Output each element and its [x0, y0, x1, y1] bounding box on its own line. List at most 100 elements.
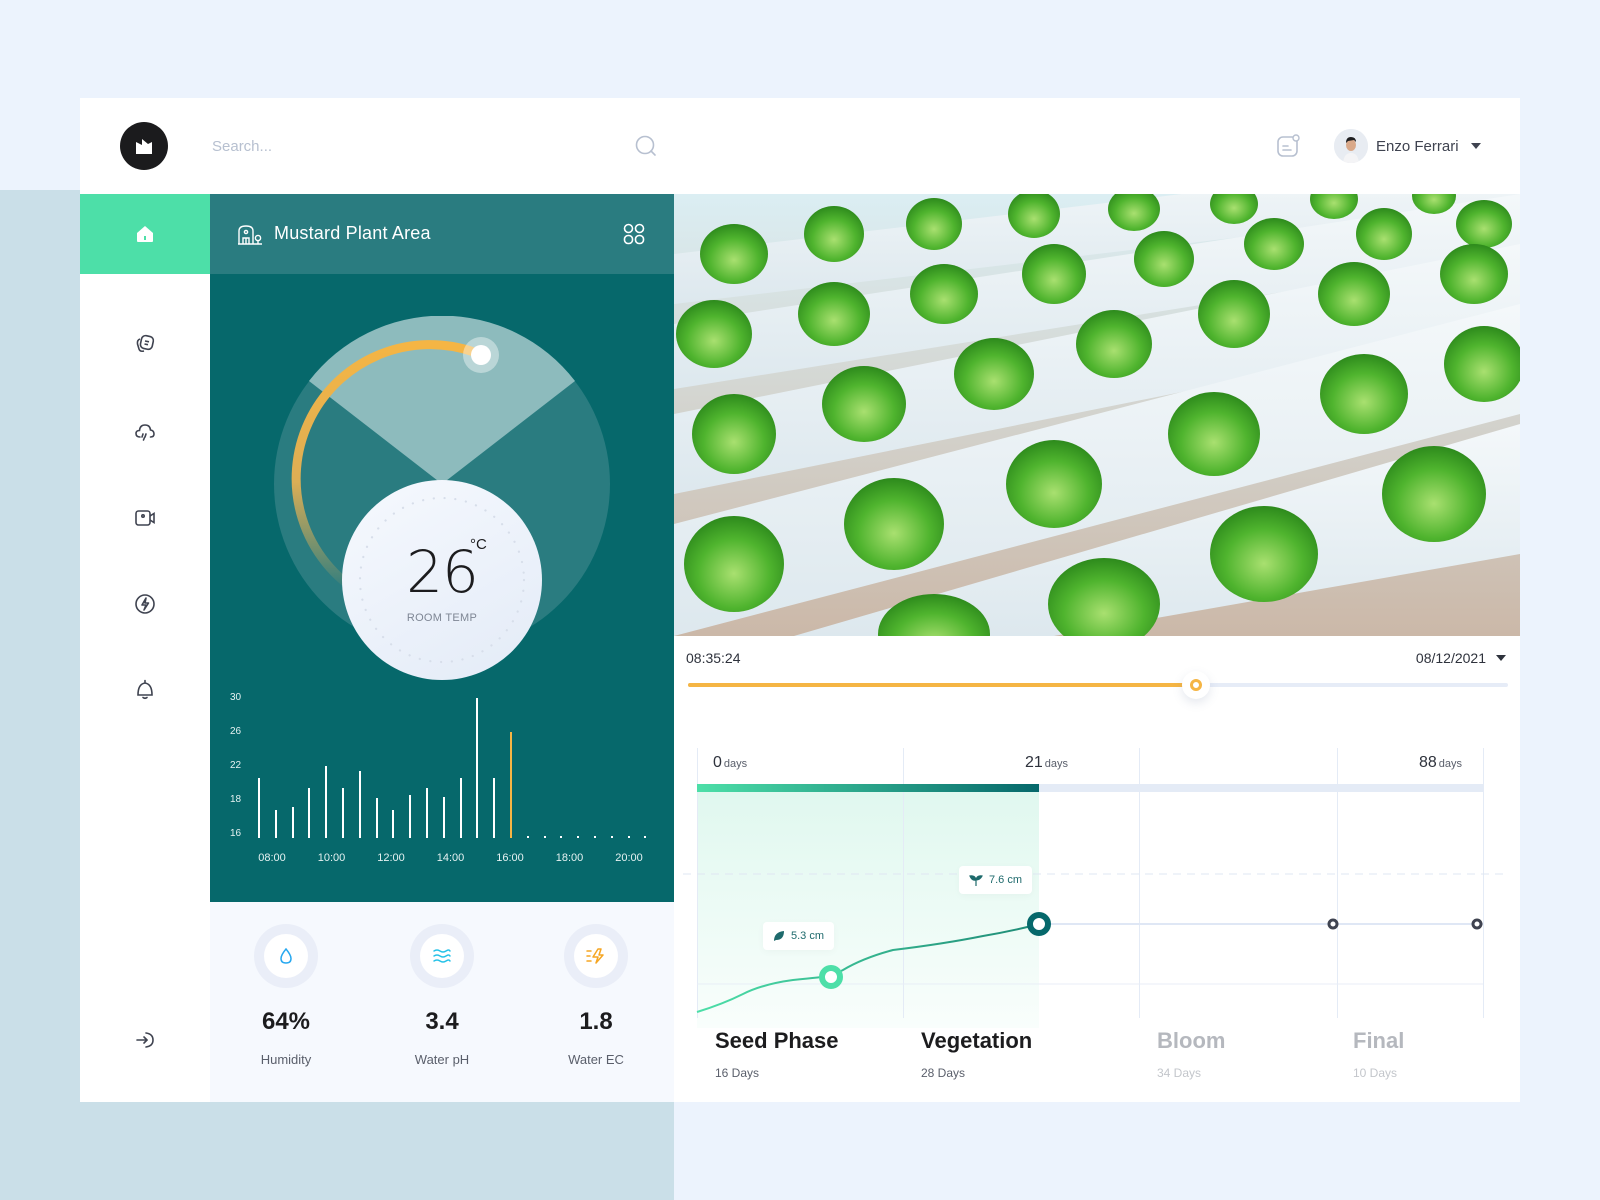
x-tick-label: 16:00	[496, 852, 524, 864]
temperature-bar[interactable]	[258, 777, 260, 838]
playback-controls: 08:35:24 08/12/2021	[674, 636, 1520, 726]
top-bar: Enzo Ferrari	[80, 98, 1520, 194]
temperature-bar[interactable]	[476, 698, 479, 838]
empty-slot-dot	[644, 836, 647, 838]
x-tick-label: 12:00	[377, 852, 405, 864]
x-tick-label: 10:00	[317, 852, 346, 864]
dashboard-frame: Enzo Ferrari	[80, 98, 1520, 1102]
temperature-bar[interactable]	[459, 777, 462, 838]
area-header: Mustard Plant Area	[210, 194, 674, 274]
phase-vegetation[interactable]: Vegetation 28 Days	[921, 1028, 1033, 1080]
y-tick-label: 18	[230, 794, 242, 805]
temperature-unit: °C	[470, 536, 487, 553]
waves-icon	[433, 949, 451, 963]
playback-time: 08:35:24	[686, 650, 741, 666]
playback-slider[interactable]	[688, 671, 1508, 699]
sidebar-item-home[interactable]	[80, 194, 210, 274]
leaf-icon	[774, 931, 784, 941]
grid-menu-icon[interactable]	[623, 223, 645, 245]
empty-slot-dot	[577, 836, 580, 838]
temperature-label: ROOM TEMP	[406, 612, 478, 624]
home-icon	[137, 226, 153, 242]
growth-progress-fill	[697, 784, 1039, 792]
y-tick-label: 30	[230, 692, 242, 703]
sidebar-item-alerts[interactable]	[125, 670, 165, 710]
phase-seed[interactable]: Seed Phase 16 Days	[715, 1028, 839, 1080]
temperature-bar[interactable]	[342, 788, 344, 838]
chevron-down-icon	[1470, 143, 1481, 149]
empty-slot-dot	[627, 836, 630, 838]
temperature-bar[interactable]	[493, 777, 496, 838]
video-camera-icon	[135, 510, 155, 526]
x-tick-label: 18:00	[555, 852, 584, 864]
day-marker-start: 0 days	[713, 754, 748, 771]
empty-slot-dot	[526, 836, 529, 838]
x-tick-label: 20:00	[615, 852, 643, 864]
date-select[interactable]: 08/12/2021	[1416, 650, 1506, 666]
playback-slider-thumb[interactable]	[1182, 671, 1211, 699]
notes-icon	[136, 334, 155, 353]
stat-humidity: 64% Humidity	[226, 924, 346, 1067]
app-logo[interactable]	[120, 122, 168, 170]
temperature-value: 26	[406, 538, 479, 606]
temperature-bar[interactable]	[426, 788, 428, 838]
temperature-bar[interactable]	[291, 806, 294, 838]
height-tooltip-seed: 5.3 cm	[763, 922, 835, 950]
cloud-rain-icon	[135, 424, 155, 441]
temperature-bar-chart: 30 26 22 18 16 08:00 10:00 12:00 14:00 16:00 18:00…	[210, 194, 674, 902]
day-marker-current: 21 days	[1025, 754, 1069, 771]
height-tooltip-vegetation: 7.6 cm	[959, 866, 1033, 894]
sidebar-item-power[interactable]	[125, 584, 165, 624]
temperature-bar[interactable]	[325, 766, 328, 838]
area-panel: Mustard Plant Area	[210, 194, 674, 902]
logout-button[interactable]	[125, 1020, 165, 1060]
greenhouse-icon	[238, 225, 262, 245]
temperature-bar[interactable]	[274, 810, 277, 838]
stat-water-ec: 1.8 Water EC	[536, 924, 656, 1067]
y-tick-label: 22	[230, 760, 242, 771]
sidebar	[80, 194, 210, 1102]
chevron-down-icon	[1496, 655, 1506, 661]
user-menu[interactable]: Enzo Ferrari	[1334, 128, 1481, 164]
phase-bloom[interactable]: Bloom 34 Days	[1157, 1028, 1226, 1080]
phase-final[interactable]: Final 10 Days	[1353, 1028, 1405, 1080]
playback-progress	[688, 683, 1197, 687]
sprout-icon	[969, 875, 983, 886]
message-notification-icon[interactable]	[1276, 134, 1300, 158]
water-drop-icon	[280, 947, 292, 964]
growth-timeline: 0 days 21 days 88 days	[674, 726, 1520, 1102]
avatar	[1334, 129, 1368, 163]
sidebar-item-weather[interactable]	[125, 412, 165, 452]
area-title: Mustard Plant Area	[274, 223, 431, 243]
y-tick-label: 16	[230, 828, 242, 839]
temperature-bar[interactable]	[510, 732, 512, 838]
sidebar-item-camera[interactable]	[125, 498, 165, 538]
growth-progress-track	[697, 784, 1483, 792]
growth-line-chart	[683, 873, 1503, 1013]
factory-logo-icon	[136, 139, 152, 154]
user-name: Enzo Ferrari	[1376, 137, 1459, 155]
temperature-bar[interactable]	[409, 794, 412, 838]
stat-water-ph: 3.4 Water pH	[382, 924, 502, 1067]
y-tick-label: 26	[230, 726, 242, 737]
empty-slot-dot	[594, 836, 596, 838]
temperature-bar[interactable]	[308, 788, 311, 838]
search-input[interactable]	[212, 132, 632, 160]
sidebar-item-notes[interactable]	[125, 324, 165, 364]
x-tick-label: 08:00	[258, 852, 286, 864]
lightning-icon	[135, 594, 155, 614]
x-tick-label: 14:00	[436, 852, 465, 864]
logout-icon	[136, 1032, 154, 1048]
empty-slot-dot	[543, 836, 546, 838]
search-icon[interactable]	[634, 134, 658, 158]
empty-slot-dot	[560, 836, 563, 838]
temperature-bar[interactable]	[358, 771, 361, 838]
temperature-readout: 26 °C ROOM TEMP	[342, 480, 542, 680]
empty-slot-dot	[610, 836, 613, 838]
temperature-bar[interactable]	[392, 810, 395, 838]
bell-icon	[137, 679, 153, 700]
temperature-bar[interactable]	[442, 796, 445, 838]
temperature-bar[interactable]	[375, 798, 378, 838]
camera-feed[interactable]	[674, 194, 1520, 636]
electric-icon	[586, 948, 604, 964]
